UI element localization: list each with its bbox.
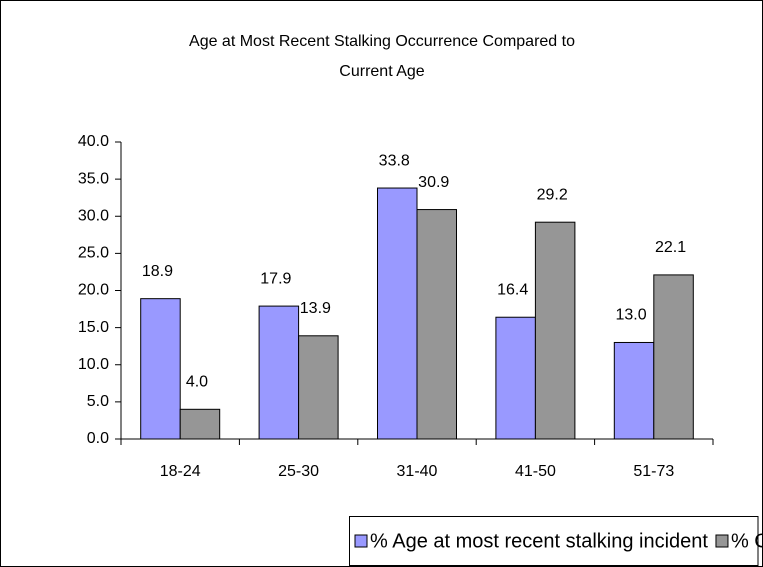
y-tick-label: 25.0 bbox=[78, 245, 109, 262]
y-tick-label: 5.0 bbox=[87, 393, 109, 410]
x-tick-label: 18-24 bbox=[160, 463, 201, 480]
y-tick-label: 40.0 bbox=[78, 133, 109, 150]
bar bbox=[298, 335, 339, 440]
y-tick-label: 35.0 bbox=[78, 170, 109, 187]
bar bbox=[179, 408, 221, 440]
y-tick-label: 15.0 bbox=[78, 319, 109, 336]
legend-box bbox=[349, 516, 759, 566]
x-tick-label: 41-50 bbox=[515, 463, 556, 480]
legend-swatch bbox=[354, 534, 368, 548]
bar bbox=[613, 341, 655, 440]
chart-title: Current Age bbox=[339, 63, 424, 80]
bar bbox=[534, 221, 576, 440]
bar bbox=[416, 209, 457, 440]
y-tick-label: 0.0 bbox=[87, 430, 109, 447]
data-label: 29.2 bbox=[537, 186, 568, 203]
x-tick-label: 25-30 bbox=[278, 463, 319, 480]
data-label: 33.8 bbox=[379, 152, 410, 169]
x-tick-label: 31-40 bbox=[397, 463, 438, 480]
bar bbox=[653, 274, 694, 440]
data-label: 18.9 bbox=[142, 263, 173, 280]
y-tick-label: 30.0 bbox=[78, 207, 109, 224]
data-label: 4.0 bbox=[186, 374, 208, 391]
data-label: 30.9 bbox=[418, 174, 449, 191]
bar bbox=[258, 305, 300, 440]
x-tick-label: 51-73 bbox=[633, 463, 674, 480]
data-label: 17.9 bbox=[260, 270, 291, 287]
y-tick-label: 20.0 bbox=[78, 282, 109, 299]
legend-swatch bbox=[715, 534, 729, 548]
y-tick-label: 10.0 bbox=[78, 356, 109, 373]
data-label: 13.0 bbox=[615, 307, 646, 324]
legend-label: % Current Age bbox=[731, 530, 763, 552]
chart-title: Age at Most Recent Stalking Occurrence C… bbox=[189, 33, 575, 50]
legend-label: % Age at most recent stalking incident bbox=[370, 530, 708, 552]
bar bbox=[377, 187, 418, 440]
bar bbox=[495, 316, 536, 440]
bar bbox=[140, 298, 181, 440]
data-label: 13.9 bbox=[300, 300, 331, 317]
data-label: 22.1 bbox=[655, 239, 686, 256]
data-label: 16.4 bbox=[497, 281, 528, 298]
